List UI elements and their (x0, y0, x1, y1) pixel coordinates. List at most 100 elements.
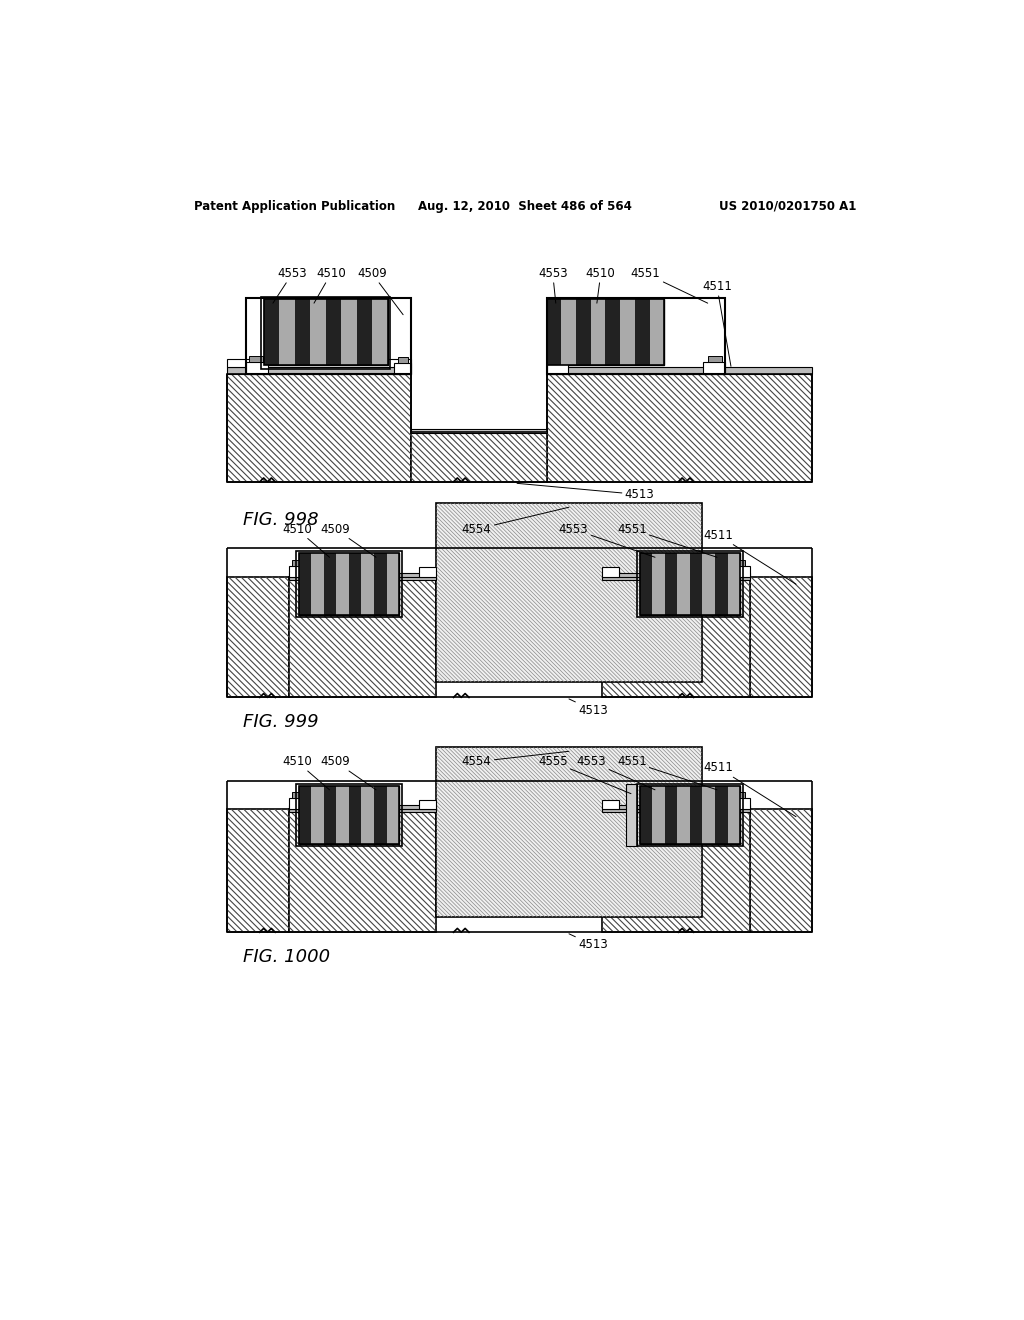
Bar (356, 300, 372, 364)
Bar (690, 553, 702, 615)
Bar (227, 374, 411, 482)
Bar (649, 300, 665, 364)
Bar (299, 785, 311, 843)
Bar (299, 785, 399, 843)
Bar (677, 553, 690, 615)
Bar (640, 785, 652, 843)
Bar (387, 553, 399, 615)
Bar (261, 297, 390, 370)
Bar (295, 300, 310, 364)
Bar (263, 300, 388, 364)
Text: 4555: 4555 (538, 755, 631, 793)
Text: 4554: 4554 (462, 751, 569, 768)
Bar (602, 577, 750, 579)
Bar (702, 785, 715, 843)
Text: 4551: 4551 (616, 523, 717, 557)
Text: 4553: 4553 (577, 755, 655, 789)
Text: 4554: 4554 (462, 507, 569, 536)
Bar (665, 785, 677, 843)
Bar (311, 785, 324, 843)
Bar (310, 300, 326, 364)
Bar (289, 805, 436, 810)
Bar (398, 358, 408, 363)
Bar (561, 300, 575, 364)
Bar (349, 785, 361, 843)
Bar (436, 747, 701, 917)
Bar (602, 805, 750, 810)
Text: Aug. 12, 2010  Sheet 486 of 564: Aug. 12, 2010 Sheet 486 of 564 (418, 199, 632, 213)
Text: 4511: 4511 (702, 280, 732, 367)
Bar (640, 553, 652, 615)
Bar (289, 799, 311, 809)
Bar (246, 298, 411, 374)
Bar (677, 785, 690, 843)
Bar (750, 809, 812, 932)
Text: 4551: 4551 (616, 755, 717, 789)
Bar (702, 553, 715, 615)
Bar (249, 355, 263, 362)
Bar (640, 553, 740, 615)
Bar (394, 363, 411, 374)
Bar (732, 792, 744, 799)
Bar (289, 809, 436, 932)
Text: 4551: 4551 (631, 267, 708, 304)
Bar (602, 809, 750, 932)
Bar (602, 800, 620, 809)
Bar (602, 573, 750, 578)
Bar (547, 298, 725, 374)
Bar (227, 577, 289, 697)
Bar (246, 362, 267, 374)
Bar (602, 568, 620, 577)
Bar (374, 785, 387, 843)
Bar (591, 300, 605, 364)
Text: 4509: 4509 (321, 523, 376, 557)
Bar (289, 577, 436, 697)
Bar (728, 566, 750, 577)
Text: 4509: 4509 (321, 755, 376, 789)
Bar (292, 560, 305, 566)
Bar (637, 784, 742, 846)
Bar (602, 809, 750, 812)
Bar (374, 553, 387, 615)
Bar (336, 553, 349, 615)
Bar (626, 784, 637, 846)
Bar (289, 577, 436, 579)
Bar (324, 785, 336, 843)
Bar (547, 362, 568, 374)
Bar (227, 359, 411, 367)
Bar (715, 553, 728, 615)
Bar (227, 577, 289, 697)
Bar (750, 577, 812, 697)
Bar (372, 300, 388, 364)
Bar (690, 785, 702, 843)
Text: US 2010/0201750 A1: US 2010/0201750 A1 (719, 199, 856, 213)
Bar (547, 367, 812, 374)
Bar (665, 553, 677, 615)
Bar (296, 552, 401, 618)
Text: 4513: 4513 (517, 483, 654, 502)
Bar (336, 785, 349, 843)
Bar (602, 809, 750, 932)
Bar (227, 809, 289, 932)
Bar (299, 785, 399, 843)
Bar (411, 432, 547, 482)
Bar (299, 553, 399, 615)
Bar (728, 553, 740, 615)
Bar (703, 362, 725, 374)
Bar (326, 300, 341, 364)
Bar (436, 503, 701, 682)
Bar (420, 568, 436, 577)
Bar (640, 785, 740, 843)
Text: FIG. 1000: FIG. 1000 (243, 948, 330, 966)
Bar (292, 792, 305, 799)
Bar (411, 429, 547, 433)
Bar (652, 785, 665, 843)
Bar (728, 799, 750, 809)
Bar (436, 747, 701, 917)
Text: 4509: 4509 (357, 267, 403, 314)
Bar (602, 577, 750, 697)
Text: FIG. 999: FIG. 999 (243, 713, 318, 731)
Bar (387, 785, 399, 843)
Bar (296, 784, 401, 846)
Bar (349, 553, 361, 615)
